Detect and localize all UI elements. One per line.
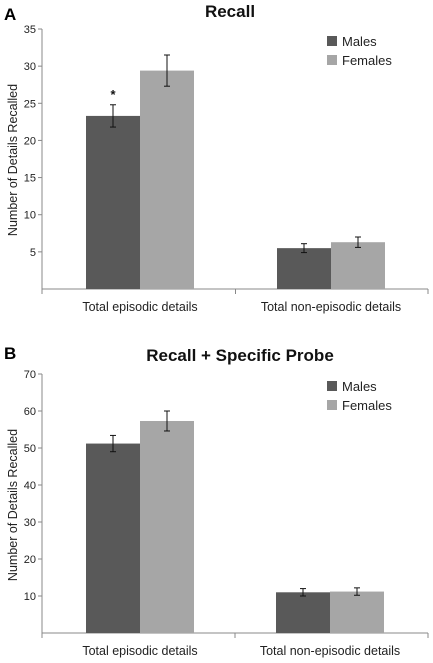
panel-a-ylabel: Number of Details Recalled [6,84,20,236]
legend-label-males: Males [342,379,377,394]
x-category-label: Total non-episodic details [260,644,400,658]
y-tick-label: 40 [24,480,36,492]
panel-b-title: Recall + Specific Probe [146,346,334,365]
bar-females-0 [140,420,194,633]
bar-males-0 [86,443,140,633]
y-tick-label: 10 [24,591,36,603]
legend-swatch-females [327,55,337,65]
significance-marker: * [110,87,116,102]
y-tick-label: 30 [24,61,36,73]
legend-label-females: Females [342,398,392,413]
bar-females-1 [331,242,385,289]
bar-males-1 [276,592,330,633]
panel-a-title: Recall [205,2,255,21]
panel-b-letter: B [4,344,16,363]
x-category-label: Total episodic details [82,644,197,658]
bar-males-1 [277,248,331,289]
legend-label-females: Females [342,53,392,68]
y-tick-label: 20 [24,554,36,566]
panel-a: A Recall Number of Details Recalled 5 10 1… [4,2,429,314]
y-tick-label: 30 [24,517,36,529]
y-tick-label: 35 [24,24,36,36]
x-category-label: Total episodic details [82,300,197,314]
y-tick-label: 10 [24,210,36,222]
y-tick-label: 15 [24,173,36,185]
y-tick-label: 60 [24,406,36,418]
y-tick-label: 25 [24,98,36,110]
legend-label-males: Males [342,34,377,49]
y-tick-label: 70 [24,369,36,381]
legend-swatch-males [327,36,337,46]
y-tick-label: 5 [30,247,36,259]
panel-b: B Recall + Specific Probe Number of Deta… [4,344,429,658]
bar-females-0 [140,70,194,289]
legend-swatch-females [327,400,337,410]
y-tick-label: 50 [24,443,36,455]
bar-males-0 [86,115,140,290]
panel-b-ylabel: Number of Details Recalled [6,429,20,581]
legend-swatch-males [327,381,337,391]
bar-females-1 [330,591,384,633]
y-tick-label: 20 [24,135,36,147]
panel-a-letter: A [4,5,16,24]
x-category-label: Total non-episodic details [261,300,401,314]
